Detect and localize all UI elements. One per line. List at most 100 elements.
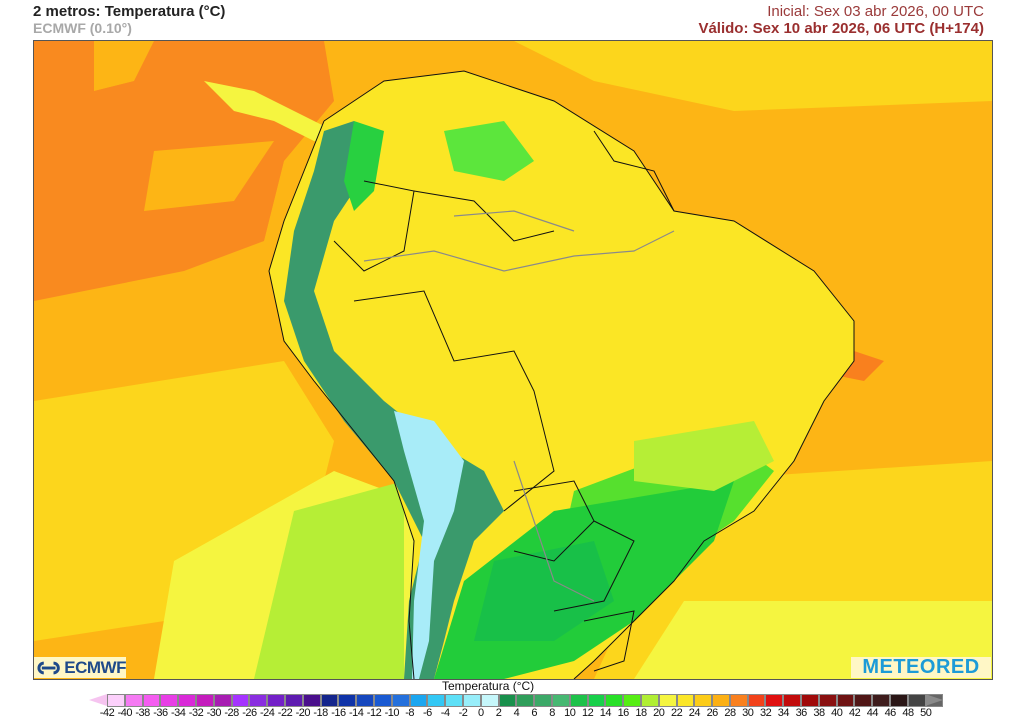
legend-swatch [605,694,624,707]
legend-swatch [747,694,766,707]
legend-swatch [142,694,161,707]
legend-swatch [854,694,873,707]
legend-tick-label: 42 [848,707,861,719]
legend-swatch [427,694,446,707]
legend-swatch [231,694,250,707]
legend-tick-label: -24 [259,707,275,719]
ecmwf-logo: ECMWF [34,657,126,678]
color-scale-labels: -42 -40 -38 -36 -34 -32 -30 -28 -26 -24 -22 -20 -18-… [98,707,938,720]
ecmwf-logo-icon [37,661,60,674]
legend-tick-label: -16 [331,707,346,719]
legend-tick-label: 44 [866,707,879,719]
legend-tick-label: 50 [920,707,932,719]
legend-swatch [836,694,855,707]
legend-tick-label: 10 [564,707,576,719]
map-title: 2 metros: Temperatura (°C) [33,3,226,20]
legend-tick-label: 24 [688,707,701,719]
legend-swatch [658,694,677,707]
legend-swatch [569,694,588,707]
legend-tick-label: -42 [99,707,115,719]
temperature-map[interactable] [33,40,993,680]
legend-tick-label: -30 [206,707,222,719]
legend-low-arrow [89,694,107,706]
legend-tick-label: 26 [706,707,719,719]
legend-swatch [338,694,357,707]
legend-swatch [356,694,374,707]
legend-tick-label: 34 [777,707,790,719]
legend-swatch [712,694,730,707]
legend-swatch [373,694,392,707]
legend-tick-label: -34 [170,707,186,719]
meteored-logo: METEORED [851,657,991,678]
legend-swatch [818,694,837,707]
legend-tick-label: -10 [384,707,400,719]
legend-swatch [587,694,606,707]
legend-high-arrow [925,694,943,706]
initial-time: Inicial: Sex 03 abr 2026, 00 UTC [767,3,984,20]
legend-swatch [890,694,908,707]
legend-swatch [178,694,196,707]
legend-tick-label: -28 [224,707,239,719]
legend-tick-label: 48 [902,707,914,719]
legend-swatch [872,694,891,707]
legend-swatch [534,694,552,707]
legend-tick-label: -14 [348,707,364,719]
valid-time: Válido: Sex 10 abr 2026, 06 UTC (H+174) [698,20,984,37]
legend-tick-label: 4 [513,707,520,719]
legend-title: Temperatura (°C) [442,679,535,693]
legend-tick-label: 8 [549,707,555,719]
legend-swatch [267,694,285,707]
legend-tick-label: -36 [153,707,168,719]
legend-tick-label: -2 [458,707,468,719]
legend-swatch [783,694,802,707]
legend-swatch [124,694,143,707]
legend-swatch [765,694,784,707]
legend-swatch [480,694,499,707]
legend-swatch [907,694,926,707]
legend-swatch [516,694,535,707]
legend-swatch [694,694,713,707]
legend-swatch [623,694,641,707]
legend-swatch [498,694,517,707]
legend-tick-label: -38 [135,707,150,719]
map-canvas [34,41,992,679]
legend-tick-label: 16 [617,707,630,719]
legend-tick-label: -20 [295,707,311,719]
legend-swatch [445,694,463,707]
legend-tick-label: 18 [635,707,647,719]
legend-tick-label: 38 [813,707,825,719]
legend-swatch [551,694,570,707]
legend-tick-label: 2 [495,707,502,719]
legend-swatch [249,694,268,707]
header-right: Inicial: Sex 03 abr 2026, 00 UTC Válido:… [698,3,984,37]
legend-tick-label: -12 [366,707,382,719]
legend-swatch [409,694,428,707]
legend-swatch [676,694,695,707]
legend-tick-label: -4 [440,707,450,719]
legend-swatch [284,694,303,707]
legend-tick-label: 20 [653,707,665,719]
legend-tick-label: -26 [242,707,257,719]
model-label: ECMWF (0.10°) [33,20,132,36]
legend-swatch [302,694,321,707]
color-scale-bar [107,694,944,707]
legend-tick-label: 12 [581,707,594,719]
legend-swatch [801,694,819,707]
legend-tick-label: 22 [670,707,683,719]
legend-tick-label: -8 [405,707,414,719]
legend-tick-label: 36 [795,707,808,719]
legend-tick-label: 6 [531,707,537,719]
legend-tick-label: 32 [759,707,772,719]
legend-swatch [160,694,179,707]
legend-tick-label: 28 [724,707,736,719]
legend-tick-label: 14 [599,707,612,719]
legend-swatch [729,694,748,707]
legend-swatch [195,694,214,707]
legend-tick-label: -6 [423,707,432,719]
legend-tick-label: -18 [313,707,328,719]
legend-swatch [107,694,125,707]
meteored-logo-text: METEORED [862,656,980,678]
legend-swatch [462,694,481,707]
legend-swatch [213,694,232,707]
legend-swatch [320,694,339,707]
